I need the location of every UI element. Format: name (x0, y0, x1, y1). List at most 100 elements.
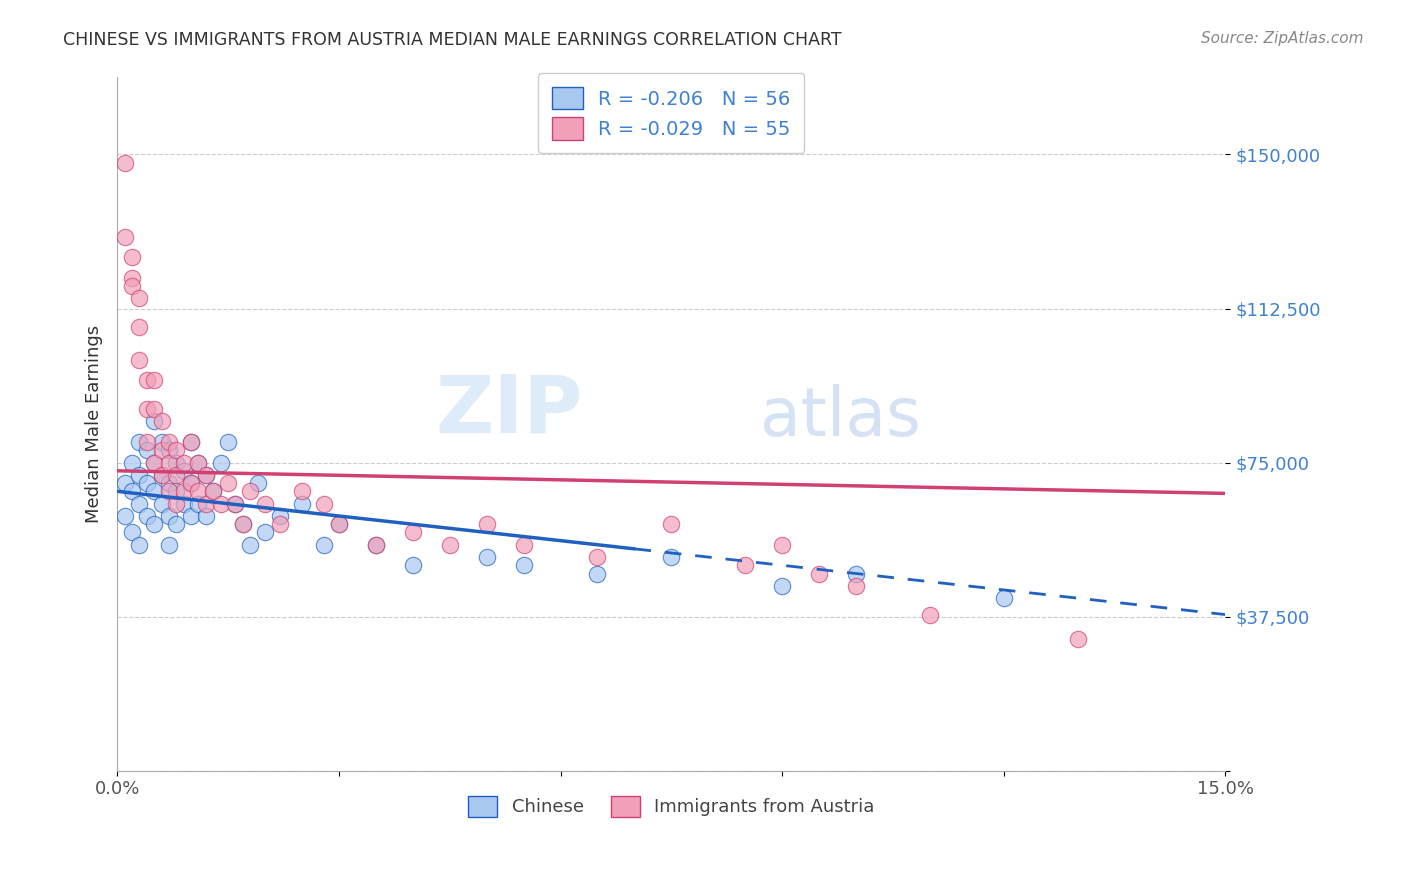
Point (135, 443, 157, 458)
Point (209, 456, 232, 470)
Point (180, 476, 202, 491)
Point (845, 566, 868, 581)
Point (143, 484, 166, 499)
Point (187, 497, 209, 511)
Point (232, 517, 254, 532)
Point (150, 415, 173, 429)
Point (770, 538, 793, 552)
Point (194, 508, 217, 523)
Point (128, 352, 150, 367)
Point (512, 538, 534, 552)
Point (173, 456, 195, 470)
Point (217, 476, 239, 491)
Point (312, 497, 335, 511)
Point (291, 484, 314, 499)
Point (128, 291, 150, 305)
Point (128, 435, 150, 450)
Point (121, 279, 143, 293)
Point (121, 270, 143, 285)
Point (157, 508, 180, 523)
Point (194, 467, 217, 482)
Point (157, 435, 180, 450)
Point (209, 497, 232, 511)
Point (180, 508, 202, 523)
Point (114, 229, 136, 244)
Point (253, 525, 276, 540)
Point (312, 538, 335, 552)
Point (165, 467, 187, 482)
Point (918, 607, 941, 622)
Point (157, 484, 180, 499)
Point (128, 467, 150, 482)
Point (121, 484, 143, 499)
Point (180, 435, 202, 450)
Point (157, 538, 180, 552)
Point (135, 402, 157, 417)
Point (143, 456, 166, 470)
Point (180, 476, 202, 491)
Point (291, 497, 314, 511)
Point (135, 476, 157, 491)
Point (217, 435, 239, 450)
Point (143, 517, 166, 532)
Point (135, 435, 157, 450)
Point (128, 320, 150, 334)
Point (114, 508, 136, 523)
Point (232, 517, 254, 532)
Point (1067, 632, 1090, 647)
Point (364, 538, 387, 552)
Point (202, 484, 225, 499)
Point (993, 591, 1015, 606)
Point (586, 566, 609, 581)
Point (157, 443, 180, 458)
Point (165, 443, 187, 458)
Point (135, 508, 157, 523)
Text: ZIP: ZIP (436, 371, 582, 450)
Point (173, 484, 195, 499)
Point (165, 517, 187, 532)
Point (475, 550, 498, 565)
Point (121, 456, 143, 470)
Point (114, 155, 136, 169)
Text: atlas: atlas (761, 384, 921, 450)
Text: CHINESE VS IMMIGRANTS FROM AUSTRIA MEDIAN MALE EARNINGS CORRELATION CHART: CHINESE VS IMMIGRANTS FROM AUSTRIA MEDIA… (63, 31, 842, 49)
Point (239, 484, 262, 499)
Point (173, 497, 195, 511)
Point (173, 464, 195, 478)
Point (187, 456, 209, 470)
Point (246, 476, 269, 491)
Point (512, 558, 534, 573)
Point (239, 538, 262, 552)
Point (150, 467, 173, 482)
Point (157, 476, 180, 491)
Point (808, 566, 831, 581)
Point (180, 435, 202, 450)
Point (165, 484, 187, 499)
Point (253, 497, 276, 511)
Point (328, 517, 350, 532)
Point (269, 517, 291, 532)
Point (194, 497, 217, 511)
Point (586, 550, 609, 565)
Point (114, 476, 136, 491)
Point (659, 550, 682, 565)
Text: Source: ZipAtlas.com: Source: ZipAtlas.com (1201, 31, 1364, 46)
Point (121, 250, 143, 264)
Point (202, 484, 225, 499)
Point (143, 373, 166, 387)
Point (402, 558, 425, 573)
Point (143, 415, 166, 429)
Point (135, 373, 157, 387)
Point (150, 497, 173, 511)
Point (224, 497, 246, 511)
Point (128, 497, 150, 511)
Point (128, 538, 150, 552)
Point (364, 538, 387, 552)
Point (143, 402, 166, 417)
Point (734, 558, 756, 573)
Point (157, 456, 180, 470)
Point (659, 517, 682, 532)
Point (143, 456, 166, 470)
Point (328, 517, 350, 532)
Point (121, 525, 143, 540)
